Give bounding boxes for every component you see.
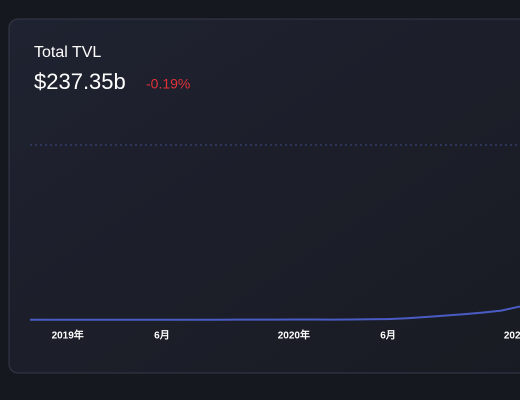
x-tick-label: 2021年: [504, 329, 520, 342]
x-tick-label: 2019年: [52, 329, 84, 342]
tvl-change: -0.19%: [146, 76, 190, 92]
x-tick-label: 2020年: [278, 329, 310, 342]
chart-title: Total TVL: [34, 44, 101, 61]
card: [8, 18, 520, 374]
tvl-line: [30, 305, 520, 321]
x-tick-label: 6月: [154, 330, 170, 342]
tvl-value: $237.35b: [34, 69, 126, 94]
x-tick-label: 6月: [380, 330, 396, 342]
